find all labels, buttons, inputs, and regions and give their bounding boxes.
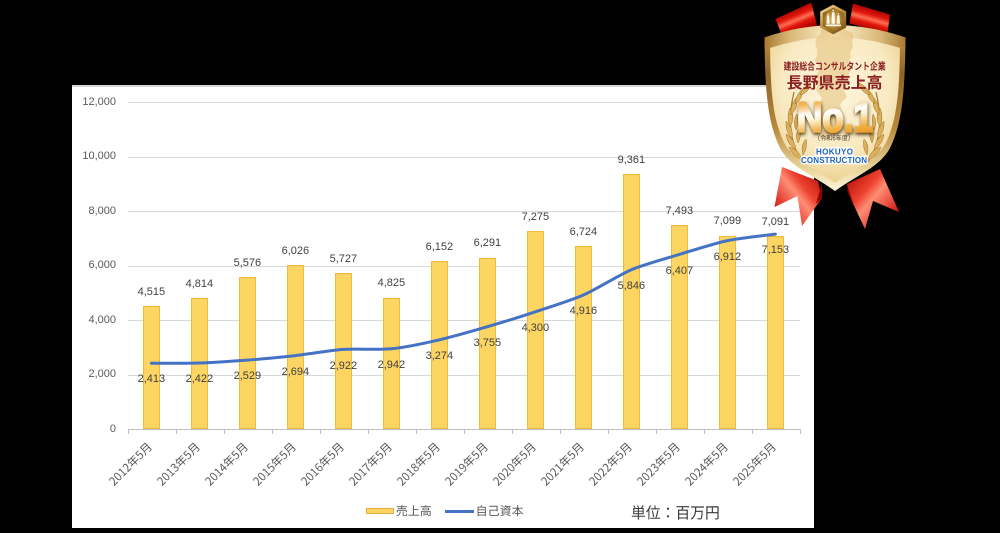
svg-text:CONSTRUCTION: CONSTRUCTION (801, 156, 867, 165)
svg-text:HOKUYO: HOKUYO (816, 147, 853, 156)
svg-text:No.1: No.1 (797, 94, 873, 141)
svg-text:HOKUYO: HOKUYO (816, 147, 853, 156)
svg-text:CONSTRUCTION: CONSTRUCTION (801, 156, 867, 165)
